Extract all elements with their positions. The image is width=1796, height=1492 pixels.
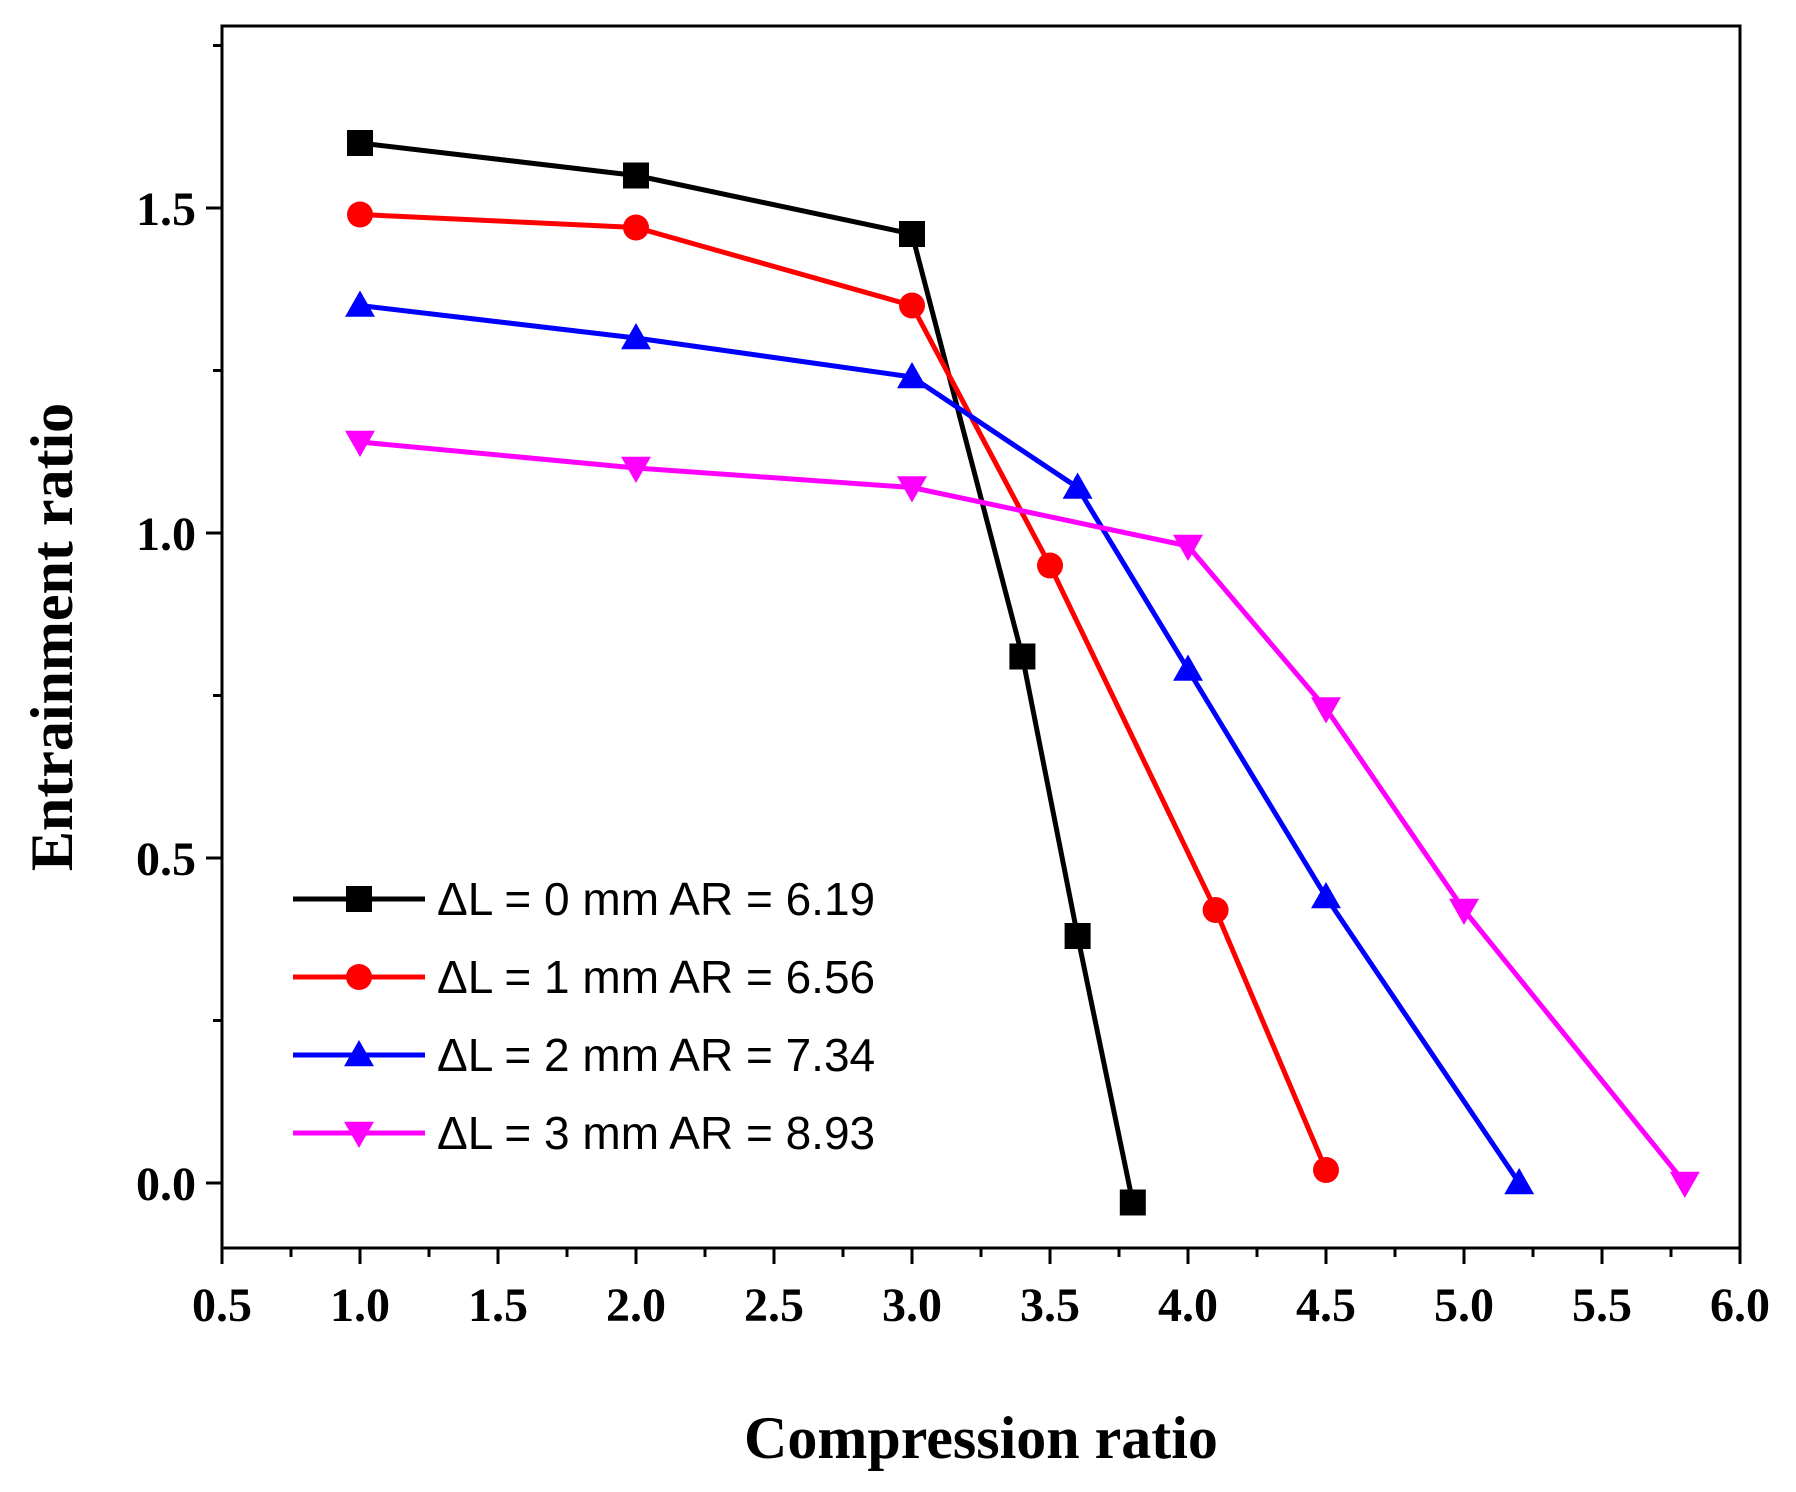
data-point bbox=[345, 290, 375, 317]
data-point bbox=[1119, 1189, 1146, 1216]
data-point bbox=[897, 362, 927, 389]
x-tick-label: 5.5 bbox=[1572, 1279, 1632, 1332]
data-point bbox=[1504, 1168, 1535, 1195]
data-point bbox=[1311, 697, 1341, 724]
legend-label: ΔL = 1 mm AR = 6.56 bbox=[437, 951, 875, 1003]
data-point bbox=[623, 162, 649, 189]
data-point bbox=[345, 430, 375, 457]
x-tick-label: 6.0 bbox=[1710, 1279, 1770, 1332]
data-point bbox=[1202, 897, 1229, 923]
data-point bbox=[621, 456, 651, 483]
x-tick-label: 4.0 bbox=[1158, 1279, 1218, 1332]
data-point bbox=[1037, 552, 1063, 579]
series-3 bbox=[345, 430, 1700, 1198]
legend-label: ΔL = 2 mm AR = 7.34 bbox=[437, 1029, 875, 1081]
data-point bbox=[346, 886, 372, 912]
data-point bbox=[344, 1040, 374, 1067]
data-point bbox=[899, 221, 925, 247]
series-1 bbox=[347, 201, 1339, 1183]
legend-label: ΔL = 0 mm AR = 6.19 bbox=[437, 873, 875, 925]
data-point bbox=[623, 214, 649, 241]
data-point bbox=[1313, 1157, 1339, 1183]
series-0 bbox=[347, 130, 1146, 1216]
x-tick-label: 2.5 bbox=[744, 1279, 804, 1332]
data-point bbox=[1062, 472, 1093, 499]
y-tick-label: 0.5 bbox=[136, 833, 196, 886]
x-tick-label: 5.0 bbox=[1434, 1279, 1494, 1332]
y-tick-label: 1.0 bbox=[136, 508, 196, 561]
series-line bbox=[359, 212, 1329, 1171]
series-2 bbox=[345, 290, 1535, 1195]
x-tick-label: 1.0 bbox=[330, 1279, 390, 1332]
series-line bbox=[359, 140, 1136, 1204]
x-tick-label: 2.0 bbox=[606, 1279, 666, 1332]
legend-item: ΔL = 2 mm AR = 7.34 bbox=[293, 1029, 875, 1081]
legend-item: ΔL = 3 mm AR = 8.93 bbox=[293, 1107, 875, 1159]
data-point bbox=[1173, 534, 1203, 561]
legend-item: ΔL = 0 mm AR = 6.19 bbox=[293, 873, 875, 925]
data-point bbox=[1669, 1171, 1700, 1198]
data-point bbox=[1064, 923, 1091, 949]
x-axis-title: Compression ratio bbox=[744, 1405, 1218, 1471]
data-point bbox=[621, 323, 651, 350]
y-tick-label: 1.5 bbox=[136, 183, 196, 236]
data-point bbox=[1311, 882, 1341, 909]
x-tick-label: 4.5 bbox=[1296, 1279, 1356, 1332]
legend-label: ΔL = 3 mm AR = 8.93 bbox=[437, 1107, 875, 1159]
data-point bbox=[347, 201, 373, 228]
data-point bbox=[897, 476, 927, 503]
data-point bbox=[347, 130, 373, 156]
x-tick-label: 0.5 bbox=[192, 1279, 252, 1332]
x-tick-label: 3.0 bbox=[882, 1279, 942, 1332]
data-point bbox=[1173, 654, 1203, 681]
legend-item: ΔL = 1 mm AR = 6.56 bbox=[293, 951, 875, 1003]
data-point bbox=[899, 292, 925, 319]
data-point bbox=[346, 964, 372, 990]
y-axis-title: Entrainment ratio bbox=[19, 403, 85, 871]
data-point bbox=[344, 1121, 374, 1148]
data-point bbox=[1009, 643, 1036, 670]
x-tick-label: 1.5 bbox=[468, 1279, 528, 1332]
x-tick-label: 3.5 bbox=[1020, 1279, 1080, 1332]
data-point bbox=[1449, 898, 1479, 925]
y-tick-label: 0.0 bbox=[136, 1158, 196, 1211]
